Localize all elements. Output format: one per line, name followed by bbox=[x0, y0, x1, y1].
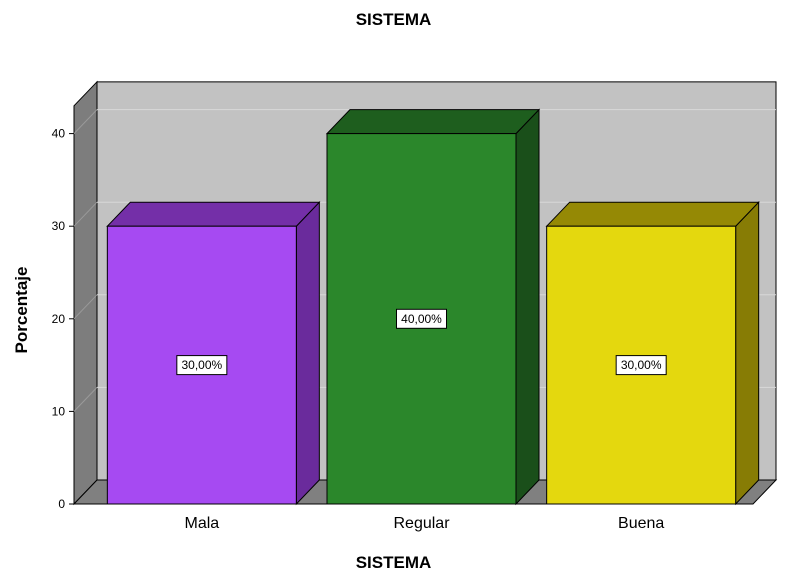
x-axis-title: SISTEMA bbox=[355, 553, 432, 572]
bar-regular bbox=[325, 108, 541, 506]
data-label-text: 30,00% bbox=[181, 358, 222, 372]
data-label: 30,00% bbox=[615, 355, 667, 376]
chart-title: SISTEMA bbox=[355, 10, 432, 29]
gridline-side bbox=[73, 109, 98, 134]
gridline-side bbox=[73, 201, 98, 227]
bar-top-face bbox=[545, 201, 760, 227]
data-label-box bbox=[396, 308, 447, 329]
x-tick-label: Mala bbox=[184, 515, 219, 532]
bar-side-face bbox=[515, 108, 540, 506]
data-label: 40,00% bbox=[396, 308, 447, 329]
x-tick-label: Buena bbox=[618, 515, 664, 532]
data-label-box bbox=[615, 355, 667, 376]
y-tick-label: 0 bbox=[58, 497, 65, 511]
side-wall bbox=[73, 80, 98, 506]
x-tick-label: Regular bbox=[393, 515, 450, 532]
y-tick-label: 40 bbox=[52, 127, 66, 141]
bar-side-face bbox=[295, 200, 320, 506]
gridline-side bbox=[73, 294, 98, 320]
bar-side-face bbox=[735, 200, 760, 506]
gridline-side bbox=[73, 387, 98, 412]
y-tick-label: 20 bbox=[52, 312, 66, 326]
data-label-box bbox=[176, 355, 228, 376]
y-tick-label: 30 bbox=[52, 219, 66, 233]
y-tick-label: 10 bbox=[52, 404, 66, 418]
y-axis-ticks: 0 10 20 30 40 bbox=[52, 127, 74, 511]
bar-buena bbox=[545, 200, 760, 506]
x-axis-ticks: Mala Regular Buena bbox=[184, 515, 664, 532]
data-labels: 30,00% 40,00% 30,00% bbox=[176, 308, 667, 376]
bar-top-face bbox=[325, 109, 541, 135]
data-label-text: 30,00% bbox=[621, 358, 662, 372]
bar-top-face bbox=[106, 201, 321, 227]
data-label-text: 40,00% bbox=[401, 312, 442, 326]
bar-mala bbox=[106, 200, 321, 506]
data-label: 30,00% bbox=[176, 355, 228, 376]
